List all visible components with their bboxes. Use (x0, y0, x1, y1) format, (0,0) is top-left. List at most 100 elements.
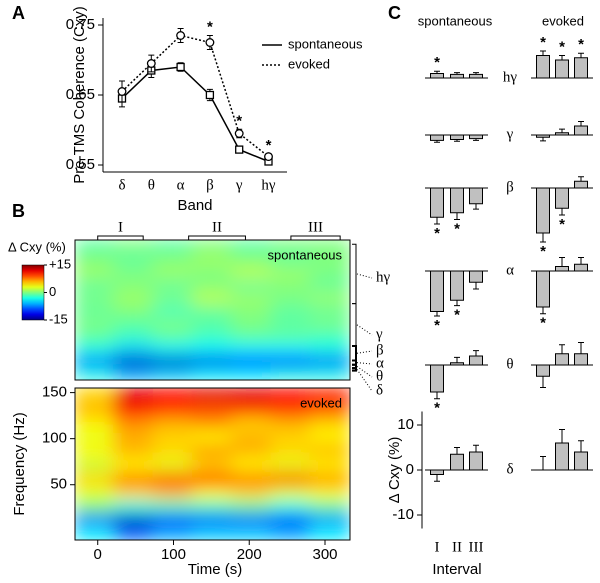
band-label: θ (506, 356, 513, 372)
heatmap-cell (113, 340, 155, 356)
heatmap-cell (75, 251, 116, 267)
heatmap-cell (113, 400, 155, 417)
heatmap-cell (113, 483, 155, 500)
heatmap-cell (75, 497, 116, 514)
heatmap-cell (309, 428, 350, 445)
y-tick-label: 10 (397, 416, 414, 433)
heatmap-cell (231, 456, 273, 472)
marker (205, 38, 215, 47)
heatmap-cell (231, 353, 273, 369)
marker (235, 145, 244, 154)
heatmap-cell (270, 400, 312, 417)
band-label: hγ (376, 269, 391, 285)
heatmap-cell (231, 442, 273, 459)
x-tick-label: α (177, 177, 185, 193)
error-bar (540, 307, 546, 315)
bar (555, 187, 569, 209)
heatmap-cell (75, 277, 116, 292)
x-tick-label: II (452, 539, 462, 555)
heatmap-cell (270, 340, 312, 356)
significance: * (207, 18, 213, 35)
legend-label: spontaneous (288, 36, 363, 51)
heatmap-cell (270, 428, 312, 445)
band-bracket (352, 345, 357, 362)
bar (450, 270, 464, 301)
error-bar (559, 55, 565, 60)
bar (469, 355, 483, 366)
interval-label: II (212, 219, 222, 235)
error-bar (578, 342, 584, 354)
heatmap-cell (191, 400, 234, 417)
column-header: spontaneous (418, 13, 493, 28)
heatmap-cell (191, 414, 234, 431)
error-bar (540, 456, 546, 470)
y-tick-label: 100 (42, 430, 67, 447)
heatmap-cell (152, 315, 194, 331)
interval-label: I (118, 219, 123, 235)
marker (176, 62, 185, 72)
y-axis-label: Pre-TMS Coherence (Cxy) (71, 6, 88, 184)
significance: * (434, 54, 440, 71)
heatmap-cell (231, 302, 273, 318)
heatmap-cell (113, 428, 155, 445)
significance: * (540, 243, 546, 260)
bar (574, 57, 588, 79)
heatmap-cell (270, 240, 312, 254)
colorbar-tick-label: 0 (49, 284, 56, 299)
colorbar (21, 264, 45, 321)
heatmap-cell (152, 388, 194, 403)
heatmap-cell (191, 289, 234, 305)
bar (430, 73, 444, 79)
error-bar (473, 282, 479, 290)
series-line (121, 66, 269, 163)
heatmap-frame (74, 387, 351, 541)
heatmap-cell (309, 340, 350, 356)
heatmap-cell (270, 353, 312, 369)
error-bar (473, 138, 479, 141)
error-bar (578, 257, 584, 265)
colorbar-label: Δ Cxy (%) (8, 239, 66, 254)
heatmap-cell (113, 240, 155, 254)
heatmap-cell (309, 497, 350, 514)
heatmap-cells (75, 240, 350, 380)
error-bar (540, 137, 546, 142)
heatmap-cell (309, 353, 350, 369)
heatmap-cell (191, 277, 234, 292)
heatmap-cell (270, 483, 312, 500)
heatmap-cell (113, 414, 155, 431)
marker (264, 152, 273, 162)
band-bracket (352, 367, 357, 372)
marker (146, 59, 156, 68)
heatmap-cell (191, 456, 234, 472)
heatmap-cell (231, 511, 273, 528)
y-tick-label: 150 (42, 384, 67, 401)
heatmap-cell (75, 264, 116, 280)
error-bar (473, 350, 479, 356)
heatmap-cell (75, 511, 116, 528)
x-axis-label: Band (177, 197, 212, 214)
heatmap (75, 240, 350, 380)
heatmap-cell (309, 456, 350, 472)
bar (450, 73, 464, 79)
heatmap-cell (231, 525, 273, 540)
column-header: evoked (542, 13, 584, 28)
heatmap-cell (75, 366, 116, 380)
heatmap-cell (270, 497, 312, 514)
y-axis-label: Δ Cxy (%) (386, 437, 403, 504)
error-bar (454, 72, 460, 75)
heatmap-cell (309, 388, 350, 403)
heatmap-cell (191, 340, 234, 356)
heatmap-cell (113, 328, 155, 343)
error-bar (434, 140, 440, 143)
heatmap-cell (231, 388, 273, 403)
marker (234, 129, 244, 138)
significance: * (236, 112, 242, 129)
y-tick-label: 0.55 (66, 156, 95, 173)
heatmap-cell (231, 315, 273, 331)
heatmap-cell (113, 264, 155, 280)
error-bar (454, 139, 460, 142)
error-bar (473, 444, 479, 452)
bar (430, 469, 444, 475)
x-tick-label: 300 (312, 546, 337, 563)
heatmap-cell (309, 366, 350, 380)
